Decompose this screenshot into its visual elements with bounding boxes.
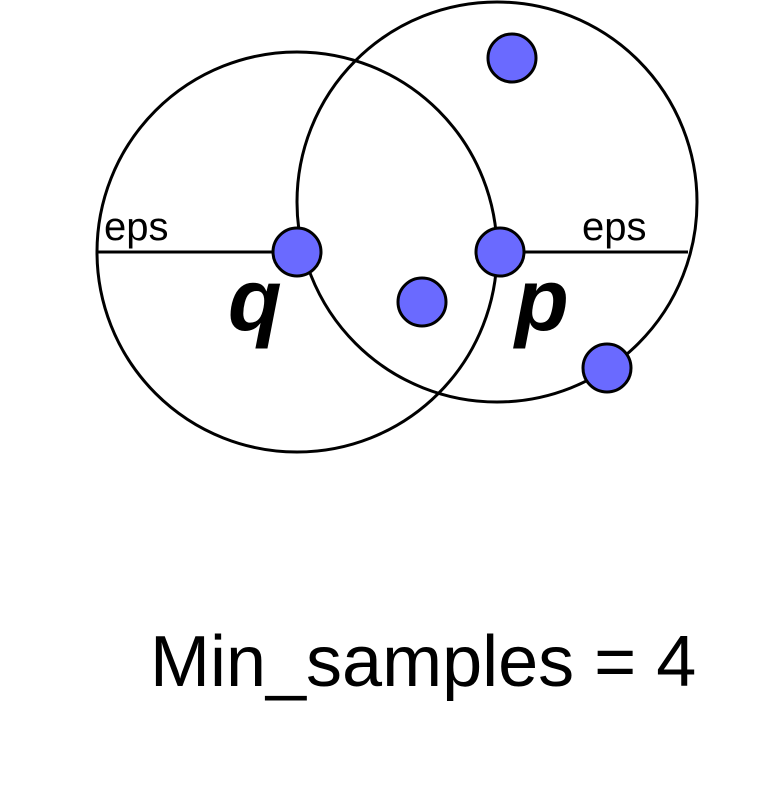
point-p: [474, 226, 526, 278]
point-top: [486, 32, 538, 84]
eps-label-left: eps: [104, 205, 169, 249]
point-middle: [396, 276, 448, 328]
eps-label-right: eps: [582, 205, 647, 249]
point-q: [271, 226, 323, 278]
point-bottom-right: [581, 342, 633, 394]
min-samples-caption: Min_samples = 4: [150, 622, 696, 702]
q-label: q: [228, 250, 282, 349]
p-label: p: [513, 250, 569, 349]
p-eps-circle: [295, 0, 699, 404]
